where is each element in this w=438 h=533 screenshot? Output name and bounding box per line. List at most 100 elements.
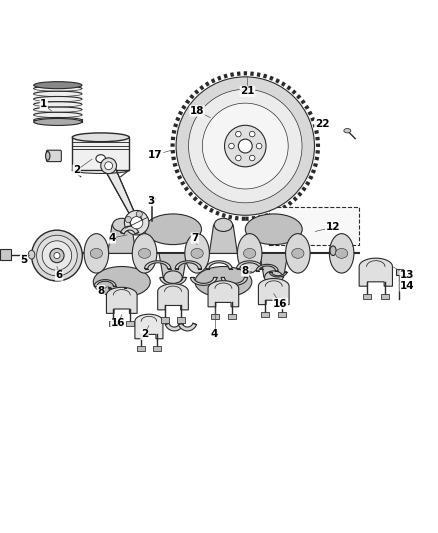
FancyBboxPatch shape <box>46 150 61 161</box>
Ellipse shape <box>244 248 256 259</box>
Ellipse shape <box>28 251 35 259</box>
Circle shape <box>125 216 131 223</box>
Circle shape <box>249 155 255 161</box>
Polygon shape <box>104 164 138 224</box>
Polygon shape <box>94 280 116 286</box>
FancyBboxPatch shape <box>363 294 371 299</box>
Text: 7: 7 <box>191 233 198 243</box>
Text: 4: 4 <box>211 329 218 340</box>
Ellipse shape <box>195 266 252 297</box>
Text: 21: 21 <box>240 86 255 96</box>
Polygon shape <box>160 278 186 285</box>
Circle shape <box>225 125 266 167</box>
Text: 1: 1 <box>40 100 47 109</box>
Ellipse shape <box>145 214 201 245</box>
Ellipse shape <box>93 266 150 297</box>
Text: 22: 22 <box>314 119 329 129</box>
Ellipse shape <box>34 118 82 125</box>
Text: 6: 6 <box>56 270 63 280</box>
Text: 2: 2 <box>73 165 80 175</box>
Circle shape <box>136 211 142 217</box>
FancyBboxPatch shape <box>381 294 389 299</box>
FancyBboxPatch shape <box>278 312 286 317</box>
FancyBboxPatch shape <box>332 245 351 257</box>
Ellipse shape <box>84 233 109 273</box>
FancyBboxPatch shape <box>110 321 117 326</box>
Circle shape <box>229 143 234 149</box>
Ellipse shape <box>237 233 262 273</box>
Ellipse shape <box>265 271 283 284</box>
Polygon shape <box>269 272 287 277</box>
Ellipse shape <box>46 151 50 160</box>
Polygon shape <box>120 226 139 234</box>
Circle shape <box>101 158 117 174</box>
Text: 12: 12 <box>325 222 340 232</box>
Ellipse shape <box>292 248 304 259</box>
Circle shape <box>50 248 64 263</box>
FancyBboxPatch shape <box>161 317 169 322</box>
Ellipse shape <box>34 82 82 88</box>
Text: 16: 16 <box>273 298 288 309</box>
Circle shape <box>37 235 77 276</box>
Text: 8: 8 <box>242 266 249 276</box>
FancyBboxPatch shape <box>269 207 359 245</box>
Circle shape <box>124 211 149 235</box>
FancyBboxPatch shape <box>0 249 11 260</box>
Polygon shape <box>221 278 247 285</box>
Circle shape <box>256 143 262 149</box>
FancyBboxPatch shape <box>126 321 134 326</box>
Polygon shape <box>209 225 237 253</box>
Text: 14: 14 <box>400 281 415 291</box>
Circle shape <box>236 155 241 161</box>
Text: 5: 5 <box>21 255 28 265</box>
Text: 18: 18 <box>190 106 205 116</box>
FancyBboxPatch shape <box>153 346 161 351</box>
Polygon shape <box>175 261 201 269</box>
Ellipse shape <box>185 233 209 273</box>
Circle shape <box>202 103 288 189</box>
Polygon shape <box>158 284 188 310</box>
Polygon shape <box>159 253 187 278</box>
Circle shape <box>32 230 82 281</box>
FancyBboxPatch shape <box>211 314 219 319</box>
FancyBboxPatch shape <box>177 317 185 322</box>
Polygon shape <box>109 287 126 293</box>
Polygon shape <box>165 323 184 331</box>
Circle shape <box>249 131 255 137</box>
Text: 13: 13 <box>400 270 415 280</box>
Circle shape <box>238 139 252 153</box>
Circle shape <box>54 253 60 259</box>
Ellipse shape <box>96 155 106 163</box>
FancyBboxPatch shape <box>137 346 145 351</box>
Ellipse shape <box>191 248 203 259</box>
Text: 16: 16 <box>111 318 126 328</box>
Text: 2: 2 <box>141 329 148 340</box>
Polygon shape <box>135 314 163 339</box>
Ellipse shape <box>214 219 233 231</box>
Text: 4: 4 <box>108 233 115 243</box>
Polygon shape <box>359 258 392 286</box>
Polygon shape <box>106 287 137 313</box>
Circle shape <box>131 216 143 229</box>
Text: 17: 17 <box>148 150 163 160</box>
Polygon shape <box>206 261 232 269</box>
Ellipse shape <box>150 197 155 200</box>
FancyBboxPatch shape <box>34 85 82 122</box>
Ellipse shape <box>286 233 310 273</box>
Ellipse shape <box>72 133 129 142</box>
Ellipse shape <box>344 128 351 133</box>
Polygon shape <box>237 261 263 269</box>
FancyBboxPatch shape <box>396 269 403 275</box>
Text: 3: 3 <box>148 196 155 206</box>
Polygon shape <box>191 278 217 285</box>
FancyBboxPatch shape <box>261 312 269 317</box>
Polygon shape <box>145 261 171 269</box>
Polygon shape <box>208 281 239 307</box>
Polygon shape <box>178 323 197 331</box>
Circle shape <box>42 241 72 270</box>
Ellipse shape <box>132 233 157 273</box>
Polygon shape <box>108 225 136 253</box>
Ellipse shape <box>330 246 336 255</box>
Ellipse shape <box>138 248 151 259</box>
Polygon shape <box>258 279 289 304</box>
